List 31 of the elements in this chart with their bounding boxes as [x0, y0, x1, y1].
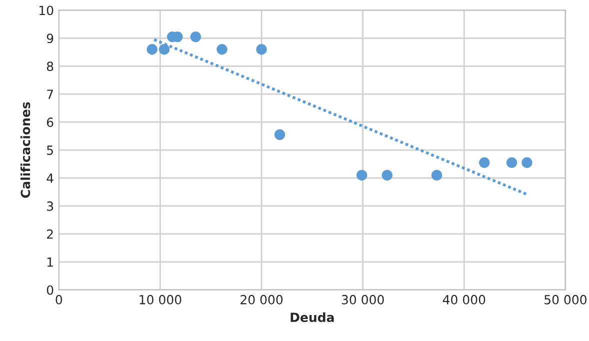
point — [190, 31, 202, 42]
point — [216, 44, 228, 55]
x-tick-label: 10 000 — [140, 294, 182, 304]
point — [522, 157, 532, 168]
x-tick-label: 50 000 — [544, 294, 586, 304]
y-tick-label: 7 — [47, 90, 53, 99]
point — [158, 44, 170, 55]
point — [506, 157, 518, 168]
y-tick-label: 3 — [47, 201, 54, 211]
y-tick-label: 10 — [40, 6, 54, 16]
point — [146, 44, 158, 55]
point — [274, 129, 286, 140]
x-tick-label: 20 000 — [240, 294, 283, 304]
x-tick-label: 30 000 — [342, 294, 384, 304]
y-tick-label: 4 — [46, 174, 54, 183]
y-tick-label: 1 — [47, 258, 53, 267]
y-axis-title: Calificaciones — [20, 102, 30, 198]
x-tick-label: 40 000 — [442, 294, 486, 304]
y-tick-label: 0 — [46, 285, 54, 295]
y-tick-label: 8 — [46, 62, 54, 72]
y-tick-label: 2 — [47, 229, 53, 239]
y-tick-label: 9 — [46, 34, 54, 44]
y-tick-label: 5 — [47, 146, 53, 155]
point — [256, 44, 267, 55]
x-axis-title: Deuda — [290, 312, 334, 322]
point — [431, 170, 442, 181]
point — [479, 157, 490, 168]
point — [356, 170, 368, 181]
x-tick-label: 0 — [56, 294, 62, 304]
y-tick-label: 6 — [46, 118, 54, 128]
point — [382, 170, 392, 181]
